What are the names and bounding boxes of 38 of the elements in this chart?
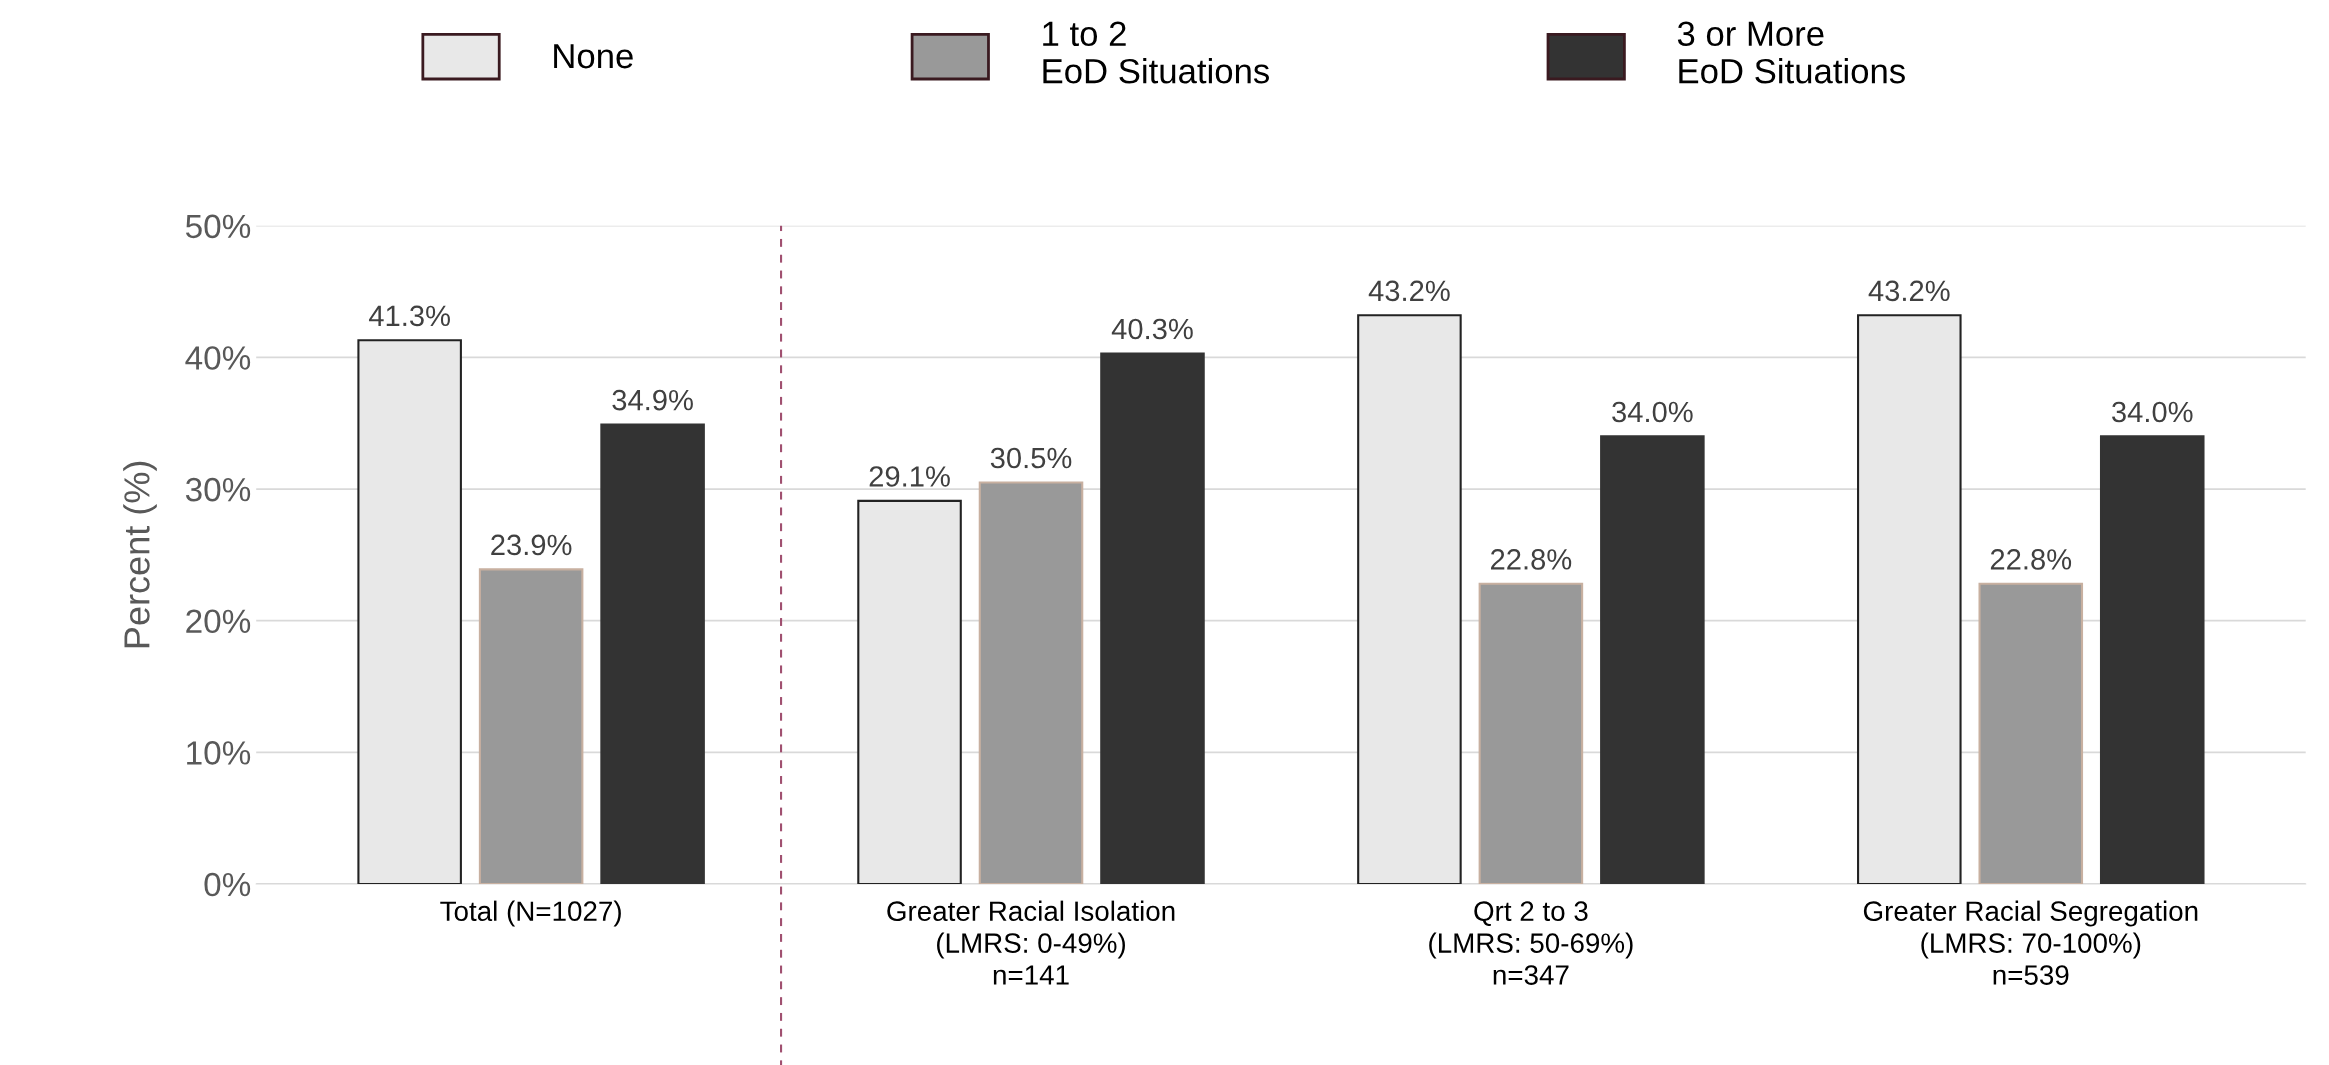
y-tick-label: 50% — [185, 214, 251, 239]
y-tick-label: 20% — [186, 609, 251, 634]
bar — [1978, 582, 2084, 884]
x-tick-label: Total (N=1027) — [440, 900, 621, 927]
data-label: 34.0% — [1612, 401, 1693, 423]
bar — [1478, 582, 1584, 884]
bar — [1357, 314, 1462, 884]
legend-label: None — [554, 44, 633, 69]
bar — [857, 499, 962, 884]
data-label: 43.2% — [1368, 280, 1450, 302]
y-axis-title: Percent (%) — [123, 461, 157, 648]
y-tick-label: 30% — [185, 477, 251, 502]
data-label: 22.8% — [1990, 549, 2072, 570]
y-tick-label: 0% — [204, 872, 251, 897]
bar — [1600, 435, 1705, 884]
data-label: 34.0% — [2112, 401, 2193, 423]
bar — [978, 481, 1084, 884]
legend-label: 1 to 2 EoD Situations — [1043, 21, 1269, 84]
data-label: 40.3% — [1111, 318, 1193, 340]
x-tick-label: Greater Racial Isolation (LMRS: 0-49%) n=141 — [887, 900, 1175, 985]
legend-label: 3 or More EoD Situations — [1677, 21, 1905, 84]
data-label: 41.3% — [368, 305, 450, 327]
bar — [357, 339, 462, 884]
x-tick-label: Greater Racial Segregation (LMRS: 70-100%) n=539 — [1863, 900, 2198, 985]
x-tick-label: Qrt 2 to 3 (LMRS: 50-69%) n=347 — [1429, 901, 1633, 985]
y-tick-label: 10% — [187, 741, 251, 765]
y-tick-label: 40% — [185, 346, 251, 370]
data-label: 23.9% — [491, 534, 572, 556]
data-label: 29.1% — [869, 466, 950, 487]
bar — [478, 568, 584, 884]
bar — [1857, 314, 1962, 884]
bar — [2099, 435, 2205, 884]
data-label: 30.5% — [990, 447, 1072, 469]
data-label: 22.8% — [1491, 549, 1572, 570]
data-label: 34.9% — [612, 389, 693, 411]
data-label: 43.2% — [1868, 280, 1950, 302]
bar — [1100, 352, 1205, 884]
bar — [600, 423, 705, 884]
